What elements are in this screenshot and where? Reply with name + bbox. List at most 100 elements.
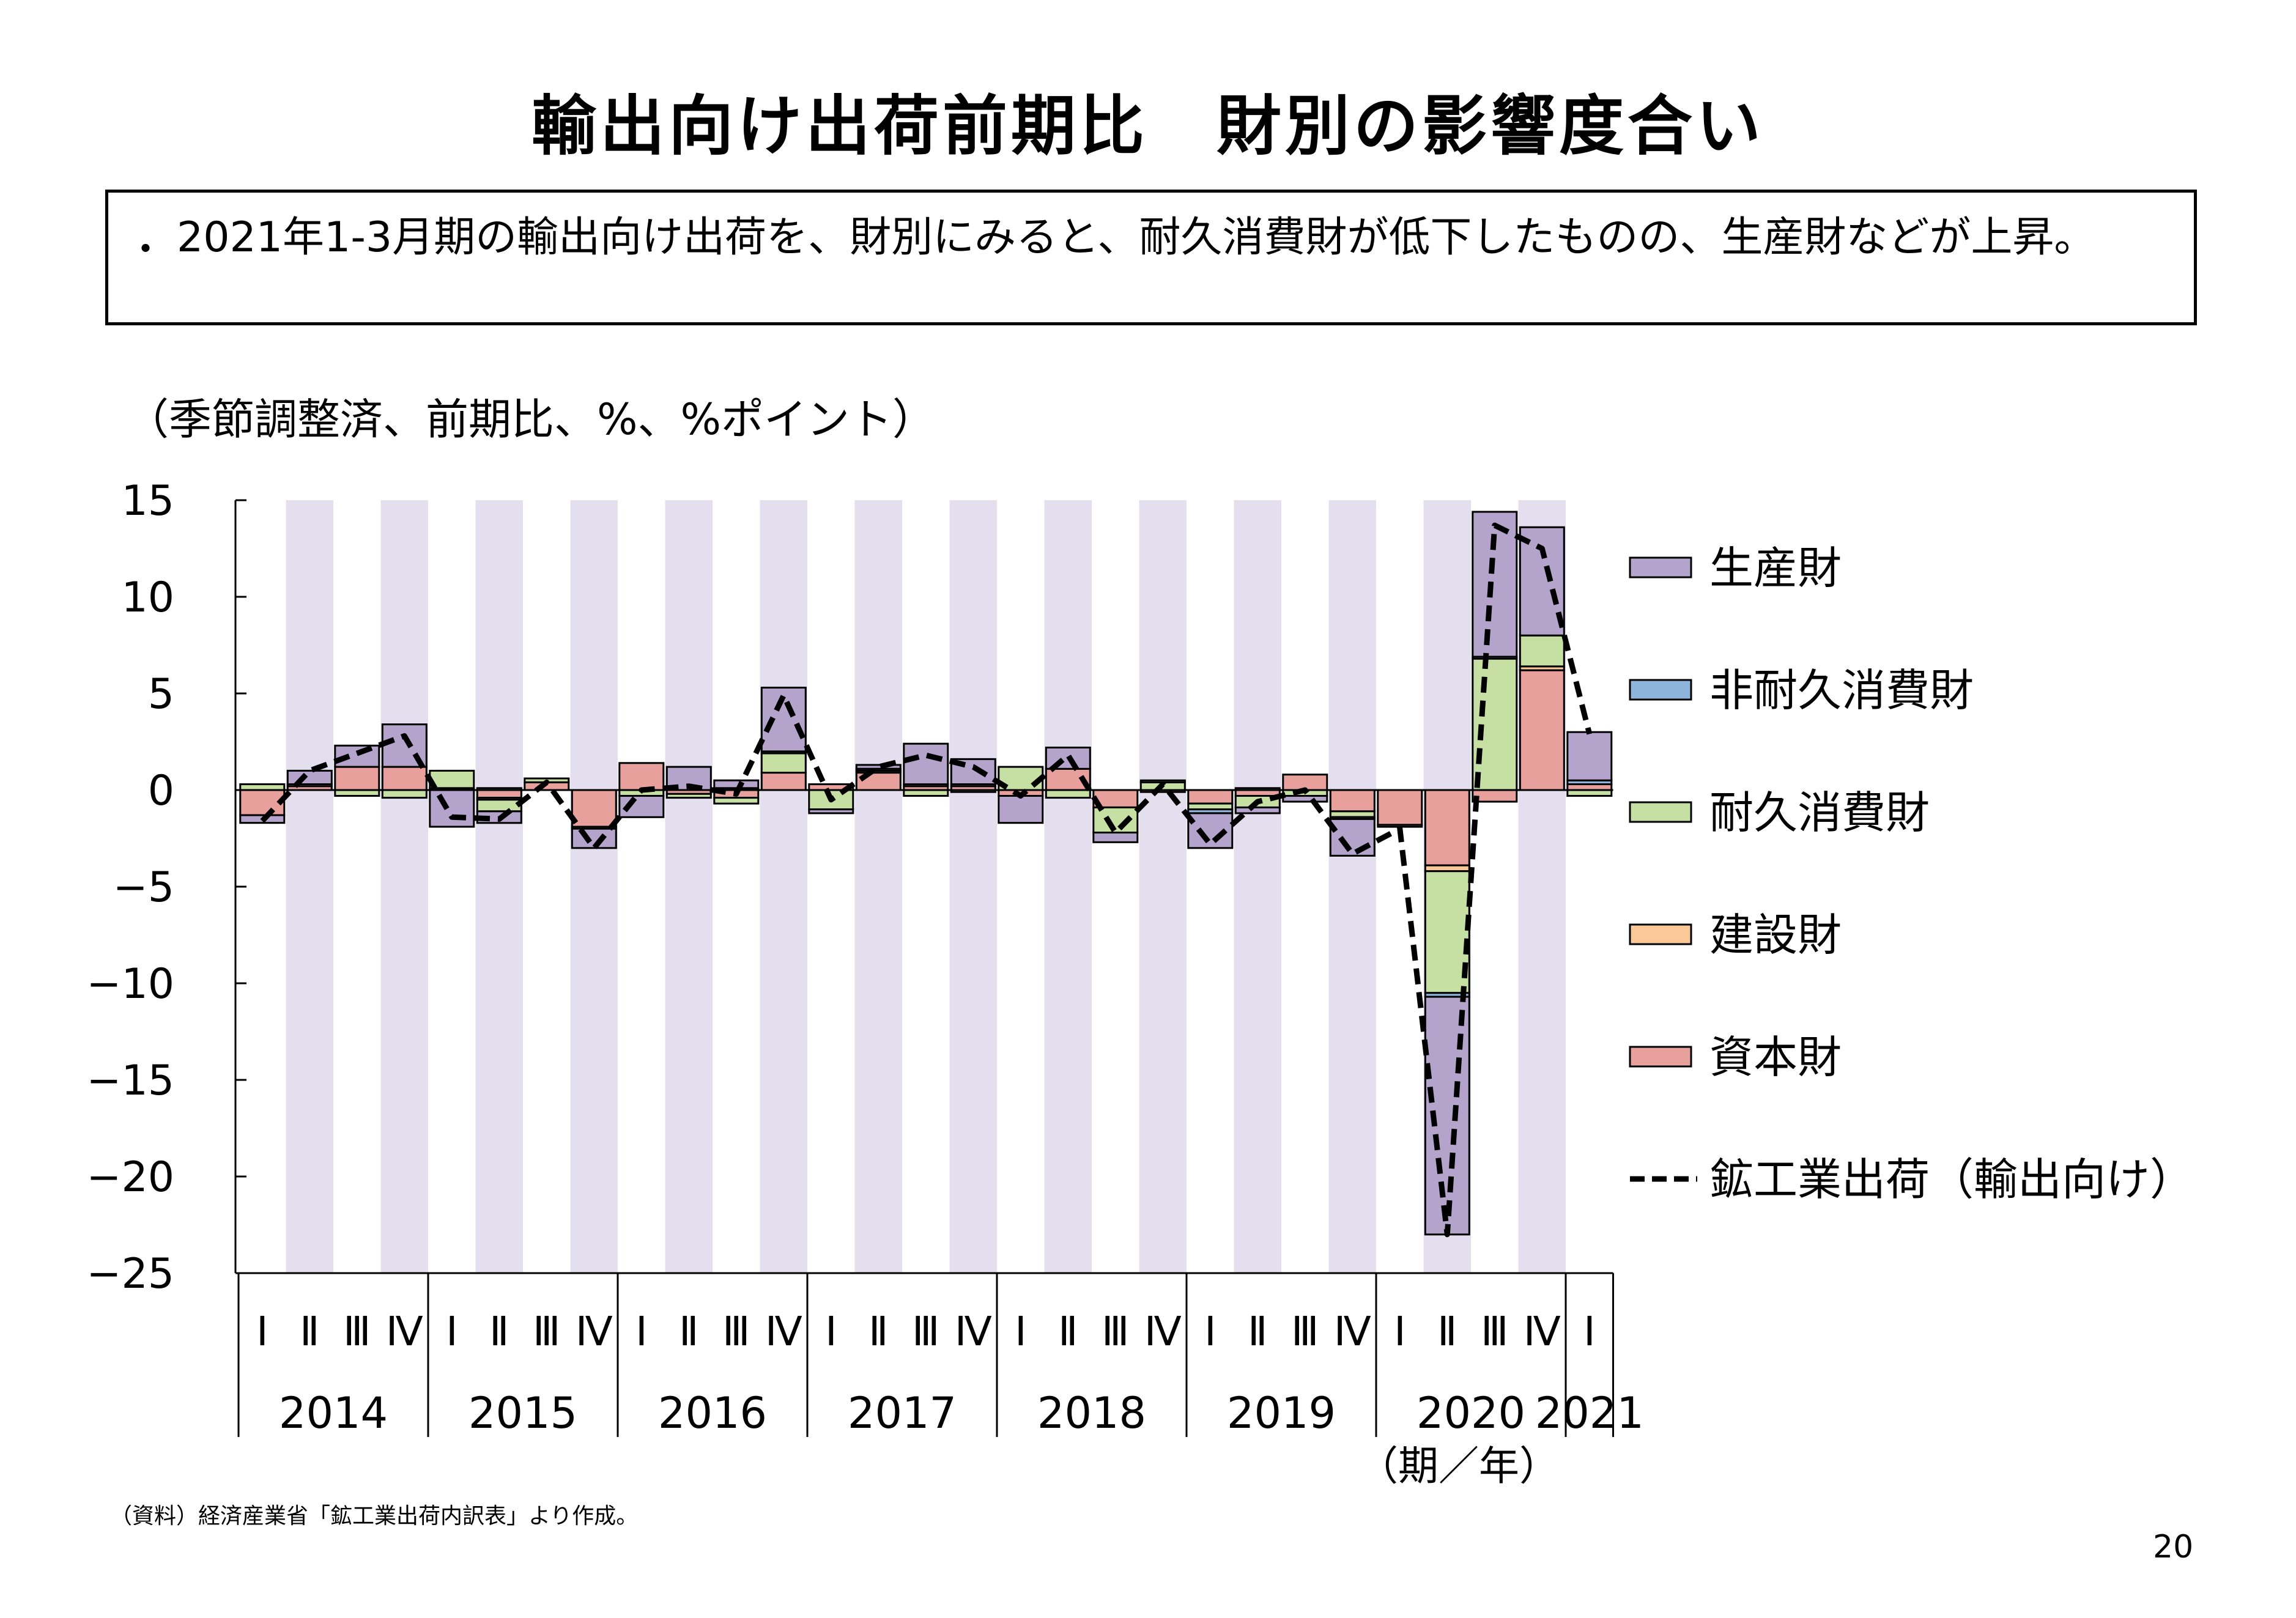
quarter-label: Ⅲ	[533, 1308, 561, 1355]
quarter-label: Ⅱ	[489, 1308, 509, 1355]
bar-durable	[665, 792, 712, 799]
bar-capital	[1472, 789, 1518, 803]
y-tick-label: −25	[86, 1250, 174, 1298]
year-label: 2014	[279, 1388, 388, 1438]
bar-durable	[1045, 789, 1091, 799]
summary-bullet: ・	[127, 227, 165, 272]
source-note: （資料）経済産業省「鉱工業出荷内訳表」より作成。	[110, 1504, 639, 1529]
bar-producer	[429, 789, 475, 828]
page-number: 20	[2153, 1529, 2194, 1565]
legend-label: 生産財	[1709, 542, 1842, 594]
bar-capital	[1377, 789, 1423, 826]
line-layer	[260, 522, 1593, 1238]
series-line-export-shipments	[260, 522, 1593, 1238]
legend-swatch-nondurable	[1629, 679, 1692, 701]
bar-durable	[1519, 634, 1565, 668]
y-tick-label: −15	[86, 1057, 174, 1105]
axes-layer: 15 10 5 0 −5 −10 −15 −20 −25	[86, 477, 1613, 1298]
bar-capital	[1424, 789, 1470, 866]
y-tick-label: −5	[113, 863, 174, 912]
summary-box: ・ 2021年1-3月期の輸出向け出荷を、財別にみると、耐久消費財が低下したもの…	[105, 190, 2197, 325]
year-label: 2021	[1535, 1388, 1644, 1438]
shade-band	[949, 500, 997, 1273]
bar-durable	[760, 752, 807, 774]
year-label: 2019	[1227, 1388, 1336, 1438]
year-label: 2016	[658, 1388, 767, 1438]
year-label: 2017	[848, 1388, 957, 1438]
quarter-label: Ⅲ	[1291, 1308, 1319, 1355]
y-tick-label: 15	[121, 477, 174, 525]
shade-band	[1328, 500, 1376, 1273]
quarter-label: Ⅳ	[576, 1308, 613, 1355]
y-tick-label: 0	[148, 767, 174, 815]
quarter-label: Ⅰ	[825, 1308, 837, 1355]
bar-capital	[381, 766, 428, 791]
bar-producer	[808, 808, 854, 815]
shade-band	[854, 500, 902, 1273]
quarter-label: Ⅰ	[256, 1308, 268, 1355]
quarter-label: Ⅰ	[635, 1308, 647, 1355]
legend-label: 資本財	[1709, 1032, 1842, 1083]
legend-label: 耐久消費財	[1709, 787, 1930, 838]
bar-capital	[760, 772, 807, 791]
shade-band	[570, 500, 618, 1273]
year-label: 2020	[1416, 1388, 1525, 1438]
bar-durable	[476, 799, 522, 813]
quarter-label: Ⅰ	[1204, 1308, 1216, 1355]
bar-capital	[476, 789, 522, 799]
bar-producer	[713, 779, 760, 789]
shade-band	[380, 500, 428, 1273]
quarter-label: Ⅱ	[868, 1308, 888, 1355]
shade-band	[286, 500, 333, 1273]
quarter-label: Ⅲ	[912, 1308, 940, 1355]
bar-producer	[1472, 511, 1518, 658]
summary-text: 2021年1-3月期の輸出向け出荷を、財別にみると、耐久消費財が低下したものの、…	[177, 213, 2096, 262]
bar-durable	[713, 797, 760, 805]
bar-producer	[998, 795, 1044, 824]
shade-band-layer	[286, 500, 1566, 1273]
quarter-label: Ⅲ	[1102, 1308, 1130, 1355]
y-tick-label: −10	[86, 960, 174, 1008]
quarter-label: Ⅰ	[1015, 1308, 1026, 1355]
quarter-label: Ⅳ	[386, 1308, 423, 1355]
bar-durable	[381, 789, 428, 799]
y-tick-label: −20	[86, 1153, 174, 1202]
legend-swatch-producer	[1629, 556, 1692, 578]
bar-capital	[334, 766, 380, 791]
quarter-label: Ⅲ	[722, 1308, 750, 1355]
bar-producer	[1234, 806, 1281, 815]
bar-producer	[286, 769, 333, 786]
bar-capital	[1329, 789, 1376, 813]
bar-durable	[1424, 870, 1470, 994]
legend-label: 鉱工業出荷（輸出向け）	[1709, 1154, 2194, 1205]
bar-capital	[571, 789, 617, 828]
bar-capital	[618, 762, 665, 791]
quarter-label: Ⅳ	[765, 1308, 802, 1355]
legend-label: 非耐久消費財	[1709, 665, 1974, 716]
quarter-label: Ⅰ	[446, 1308, 457, 1355]
year-label: 2018	[1037, 1388, 1146, 1438]
quarter-label: Ⅰ	[1583, 1308, 1595, 1355]
quarter-label: Ⅳ	[1524, 1308, 1561, 1355]
shade-band	[475, 500, 523, 1273]
bar-producer	[1282, 795, 1328, 803]
bar-layer	[239, 511, 1613, 1236]
shade-band	[760, 500, 807, 1273]
x-axis-note: （期／年）	[1358, 1443, 1560, 1490]
quarter-label: Ⅳ	[955, 1308, 992, 1355]
quarter-label: Ⅱ	[300, 1308, 319, 1355]
bar-producer	[1566, 731, 1613, 781]
unit-note: （季節調整済、前期比、%、%ポイント）	[126, 394, 936, 445]
bar-producer	[1519, 526, 1565, 637]
shade-band	[1234, 500, 1281, 1273]
bar-producer	[1092, 832, 1139, 843]
y-tick-label: 5	[148, 670, 174, 718]
bar-capital	[1519, 669, 1565, 791]
shade-band	[1139, 500, 1187, 1273]
quarter-label: Ⅱ	[679, 1308, 698, 1355]
quarter-label: Ⅲ	[343, 1308, 371, 1355]
legend-swatch-capital	[1629, 1046, 1692, 1068]
